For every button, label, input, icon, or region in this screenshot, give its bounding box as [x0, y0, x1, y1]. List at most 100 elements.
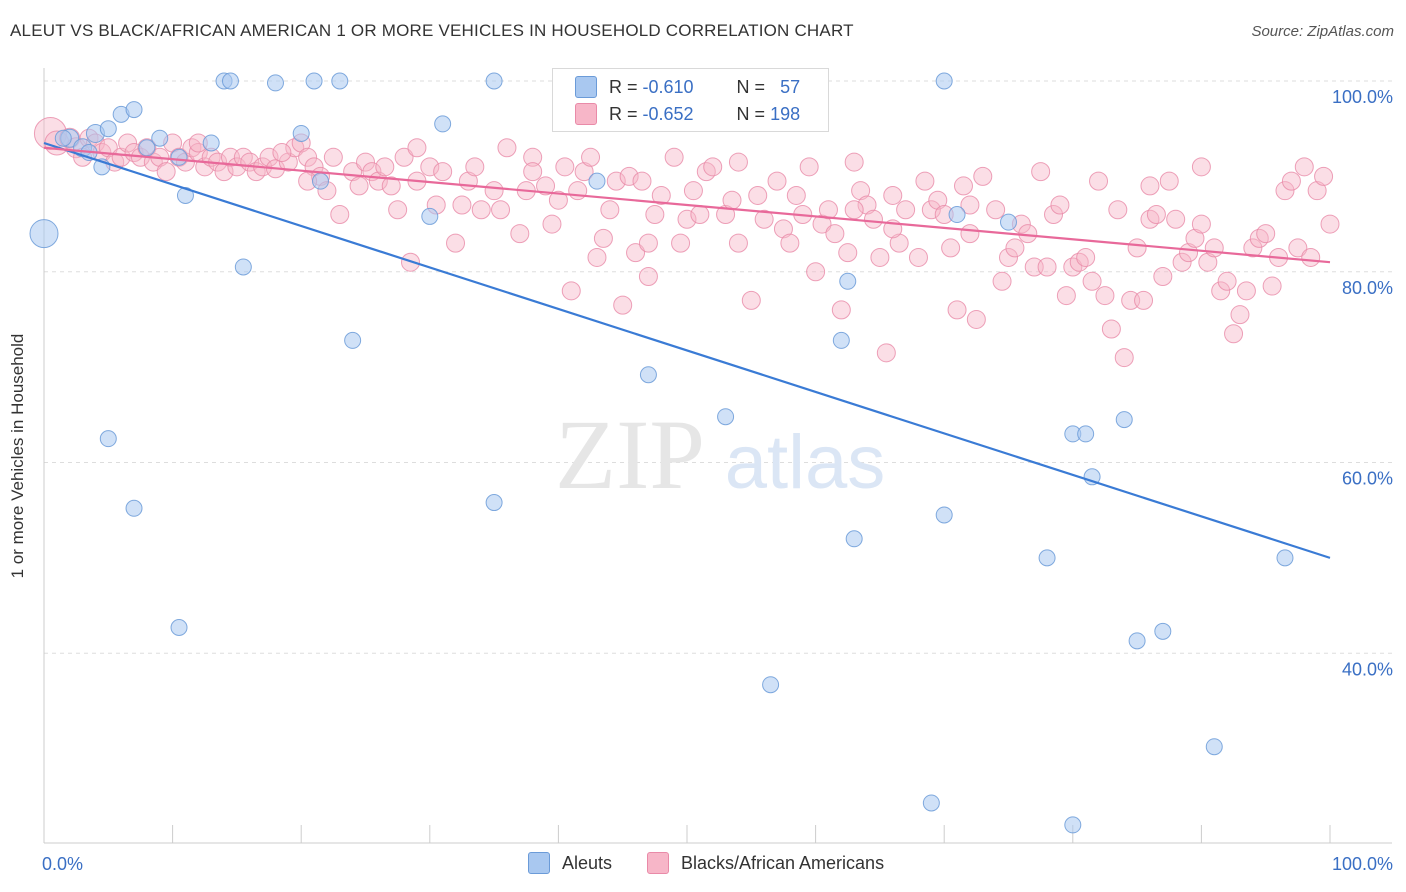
black-point: [812, 214, 832, 234]
black-point: [664, 147, 684, 167]
black-point: [356, 152, 375, 172]
aleut-point: [331, 72, 349, 90]
black-point: [748, 185, 768, 205]
black-point: [593, 228, 613, 248]
black-point: [1101, 319, 1121, 339]
y-tick-label: 100.0%: [1332, 87, 1393, 107]
x-tick-label-start: 0.0%: [42, 854, 83, 874]
black-point: [619, 166, 639, 186]
black-point: [857, 195, 877, 215]
black-point: [523, 162, 543, 182]
black-point: [471, 200, 491, 220]
black-point: [908, 247, 928, 267]
legend-aleut-label: Aleuts: [562, 852, 613, 873]
aleut-point: [935, 506, 953, 524]
black-point: [1230, 305, 1250, 325]
black-point: [497, 138, 517, 158]
black-point: [272, 143, 292, 163]
black-point: [754, 209, 774, 229]
black-point: [1204, 238, 1224, 258]
aleut-point: [1128, 632, 1146, 650]
aleut-point: [1064, 816, 1082, 834]
black-point: [1217, 271, 1237, 291]
aleut-point: [1115, 411, 1133, 429]
black-point: [407, 138, 427, 158]
black-point: [394, 147, 414, 167]
watermark-atlas: atlas: [725, 420, 886, 505]
black-n-label: N =: [736, 103, 766, 124]
aleut-point: [434, 115, 452, 133]
black-point: [298, 147, 318, 167]
black-point: [1005, 238, 1025, 258]
black-point: [986, 200, 1006, 220]
black-point: [651, 185, 671, 205]
black-point: [806, 262, 826, 282]
black-point: [214, 162, 234, 182]
black-point: [452, 195, 472, 215]
black-point: [1134, 290, 1154, 310]
black-point: [838, 243, 858, 263]
black-point: [921, 200, 941, 220]
black-point: [548, 190, 568, 210]
aleut-point: [845, 530, 863, 548]
black-point: [1294, 157, 1314, 177]
aleut-point: [125, 499, 143, 517]
black-point: [799, 157, 819, 177]
black-point: [953, 176, 973, 196]
aleut-point: [717, 408, 735, 426]
aleut-point: [1276, 549, 1294, 567]
black-point: [844, 152, 864, 172]
legend-item-black[interactable]: Blacks/African Americans: [647, 852, 884, 874]
aleut-point: [922, 794, 940, 812]
aleut-point: [588, 172, 606, 190]
aleut-point: [485, 494, 503, 512]
black-point: [1198, 252, 1218, 272]
black-point: [1076, 247, 1096, 267]
aleut-swatch: [575, 76, 597, 98]
aleut-point: [292, 124, 310, 142]
black-point: [690, 205, 710, 225]
aleut-r-value: -0.610: [642, 76, 694, 97]
black-point: [863, 209, 883, 229]
black-point: [896, 200, 916, 220]
black-point: [465, 157, 485, 177]
black-point: [638, 267, 658, 287]
black-point: [728, 152, 748, 172]
black-point: [1050, 195, 1070, 215]
black-point: [780, 233, 800, 253]
black-point: [683, 181, 703, 201]
black-point: [227, 157, 247, 177]
tick-labels: 40.0% 60.0% 80.0% 100.0% 0.0% 100.0%: [42, 87, 1393, 874]
black-point: [561, 281, 581, 301]
aleut-point: [948, 206, 966, 224]
black-point: [1211, 281, 1231, 301]
black-point: [568, 181, 588, 201]
black-point: [1243, 238, 1263, 258]
black-point: [1262, 276, 1282, 296]
black-point: [870, 247, 890, 267]
black-point: [156, 162, 176, 182]
black-point: [703, 157, 723, 177]
aleut-point: [202, 134, 220, 152]
black-point: [587, 247, 607, 267]
black-trend-line: [43, 146, 1331, 264]
black-point: [1108, 200, 1128, 220]
black-point: [420, 157, 440, 177]
legend-item-aleut[interactable]: Aleuts: [528, 852, 612, 874]
black-point: [388, 200, 408, 220]
black-point: [773, 219, 793, 239]
black-point: [330, 205, 350, 225]
aleut-point: [1077, 425, 1095, 443]
legend-black-swatch: [647, 852, 669, 874]
black-point: [1191, 157, 1211, 177]
black-point: [626, 243, 646, 263]
black-point: [915, 171, 935, 191]
y-tick-label: 40.0%: [1342, 659, 1393, 679]
black-point: [671, 233, 691, 253]
legend-aleut-swatch: [528, 852, 550, 874]
black-point: [883, 185, 903, 205]
aleut-point: [762, 676, 780, 694]
y-tick-label: 60.0%: [1342, 469, 1393, 489]
aleut-point: [138, 139, 156, 157]
